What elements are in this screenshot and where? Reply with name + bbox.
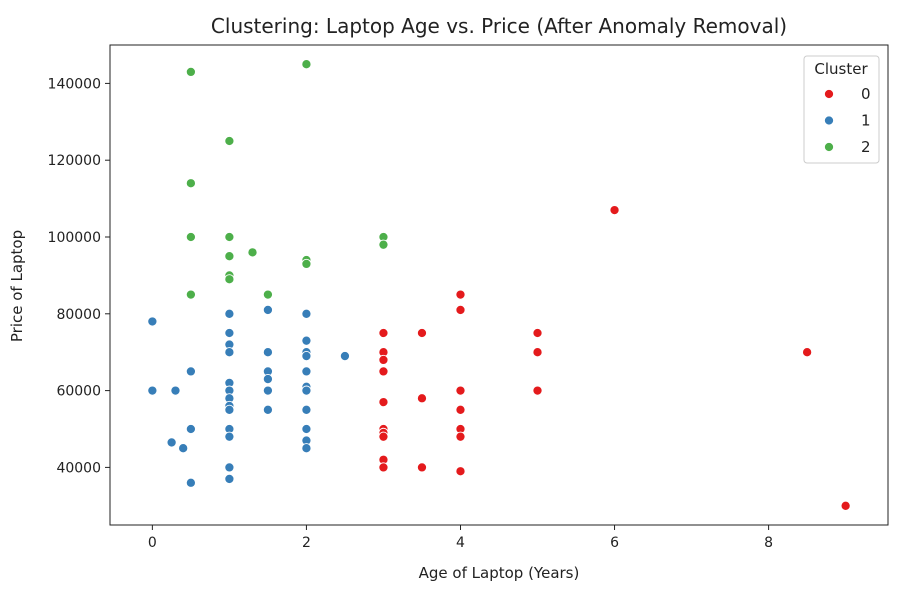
data-point (185, 366, 196, 377)
data-point (166, 437, 177, 448)
data-point (416, 462, 428, 473)
data-point (416, 327, 428, 339)
data-point (247, 247, 258, 258)
data-point (455, 466, 466, 477)
data-point (378, 354, 389, 365)
legend-label: 0 (861, 85, 871, 103)
data-point (224, 347, 235, 358)
x-tick-label: 2 (302, 535, 311, 551)
data-point (301, 443, 312, 454)
data-point (262, 304, 273, 316)
x-axis-label: Age of Laptop (Years) (419, 564, 580, 582)
y-tick-label: 120000 (48, 153, 101, 169)
legend-items: 0 1 2 (823, 85, 871, 156)
data-point (455, 431, 466, 442)
data-point (455, 385, 466, 396)
data-point (840, 500, 851, 511)
legend-marker (823, 88, 835, 100)
series-cluster-0 (378, 205, 851, 511)
data-point (178, 443, 189, 454)
data-point (185, 66, 196, 77)
data-point (185, 178, 196, 189)
data-point (262, 347, 273, 358)
data-point (301, 366, 312, 377)
plot-area (109, 44, 889, 526)
data-point (455, 404, 466, 415)
data-point (224, 462, 235, 473)
legend-label: 2 (861, 138, 871, 156)
data-point (301, 308, 312, 319)
data-point (339, 350, 350, 362)
data-point (147, 316, 158, 327)
series-cluster-2 (185, 59, 389, 300)
data-point (609, 205, 620, 216)
data-point (378, 397, 389, 408)
legend-box (803, 55, 880, 164)
data-point (532, 385, 543, 396)
data-point (224, 274, 235, 285)
data-point (262, 385, 273, 396)
data-point (224, 308, 235, 319)
data-point (378, 462, 389, 473)
legend-marker (823, 115, 835, 126)
y-tick-label: 100000 (48, 230, 101, 246)
data-point (301, 59, 312, 70)
chart-title: Clustering: Laptop Age vs. Price (After … (211, 14, 787, 38)
data-point (224, 251, 235, 262)
plot-frame (109, 44, 889, 526)
legend: Cluster 0 1 2 (803, 55, 880, 164)
data-point (378, 239, 389, 250)
data-point (224, 327, 235, 339)
data-point (301, 335, 312, 346)
data-point (532, 327, 543, 339)
data-point (301, 404, 312, 415)
data-point (532, 347, 543, 358)
series-cluster-1 (147, 304, 350, 488)
data-point (147, 385, 158, 396)
data-point (301, 350, 312, 362)
data-point (185, 289, 196, 300)
data-point (262, 404, 273, 415)
x-tick-label: 6 (610, 535, 619, 551)
x-tick-label: 8 (764, 535, 773, 551)
y-tick-label: 60000 (56, 384, 101, 400)
data-point (224, 135, 235, 147)
data-point (802, 347, 813, 358)
y-tick-label: 80000 (56, 307, 101, 323)
data-point (185, 423, 196, 435)
data-point (378, 366, 389, 377)
x-axis: 0 2 4 6 8 (148, 525, 773, 551)
data-point (224, 473, 235, 484)
data-point (455, 289, 466, 300)
y-tick-label: 40000 (56, 460, 101, 476)
legend-marker (823, 141, 835, 153)
data-point (301, 385, 312, 396)
data-point (455, 304, 466, 316)
y-axis: 40000 60000 80000 100000 120000 140000 (48, 76, 110, 476)
y-tick-label: 140000 (48, 76, 101, 92)
data-point (224, 431, 235, 442)
legend-label: 1 (861, 112, 871, 130)
data-point (185, 231, 196, 243)
data-point (262, 374, 273, 385)
data-point (170, 385, 181, 396)
x-tick-label: 0 (148, 535, 157, 551)
x-tick-label: 4 (456, 535, 465, 551)
data-point (416, 393, 428, 404)
data-point (378, 327, 389, 339)
legend-title: Cluster (814, 60, 868, 78)
data-point (185, 477, 196, 488)
data-points (147, 59, 851, 511)
data-point (262, 289, 273, 300)
data-point (224, 231, 235, 243)
data-point (378, 431, 389, 442)
data-point (301, 258, 312, 269)
data-point (224, 404, 235, 415)
y-axis-label: Price of Laptop (8, 230, 26, 342)
data-point (301, 423, 312, 435)
